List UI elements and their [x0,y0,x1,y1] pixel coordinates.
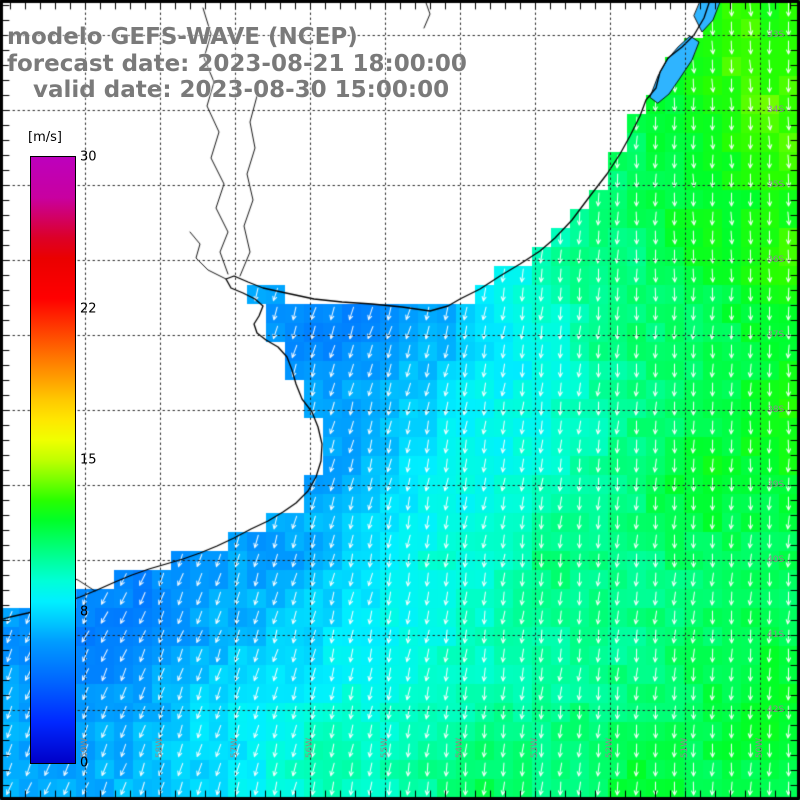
latitude-label: 41S [767,630,785,640]
longitude-label: 55W [380,737,390,759]
longitude-label: 54W [455,737,465,759]
longitude-label: 52W [605,737,615,759]
forecast-date-label: forecast date: 2023-08-21 18:00:00 [7,50,467,77]
longitude-label: 53W [530,737,540,759]
colorbar-tick-labels: 30 22 15 8 0 [30,150,97,771]
colorbar-tick-label: 0 [80,755,89,771]
latitude-label: 40S [767,555,785,565]
colorbar-gradient [30,156,76,764]
latitude-label: 34S [767,105,785,115]
latitude-label: 38S [767,405,785,415]
colorbar-tick-label: 8 [80,604,89,619]
latitude-label: 36S [767,255,785,265]
model-title: modelo GEFS-WAVE (NCEP) [7,24,358,50]
latitude-label: 37S [767,330,785,340]
longitude-label: 56W [305,737,315,759]
longitude-label: 50W [755,737,765,759]
latitude-label: 33S [767,30,785,40]
colorbar-tick-label: 15 [80,452,97,468]
longitude-label: 57W [230,737,240,759]
latitude-label: 42S [767,705,785,715]
colorbar: [m/s] 30 22 15 8 0 [28,130,138,780]
colorbar-unit-label: [m/s] [28,130,62,145]
latitude-label: 39S [767,480,785,490]
colorbar-tick-label: 30 [80,149,97,165]
latitude-label: 35S [767,180,785,190]
colorbar-tick-label: 22 [80,301,97,316]
header: modelo GEFS-WAVE (NCEP) forecast date: 2… [7,24,467,104]
longitude-label: 51W [680,737,690,759]
valid-date-label: valid date: 2023-08-30 15:00:00 [33,77,450,103]
longitude-label: 58W [155,737,165,759]
